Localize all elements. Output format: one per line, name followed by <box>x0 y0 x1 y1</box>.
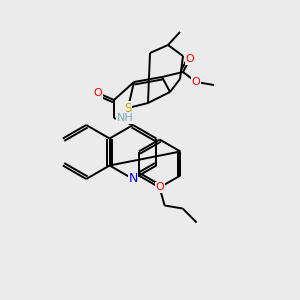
Text: O: O <box>155 182 164 193</box>
Text: N: N <box>128 172 138 185</box>
Text: NH: NH <box>117 113 134 123</box>
Text: O: O <box>192 77 200 87</box>
Text: O: O <box>94 88 102 98</box>
Text: S: S <box>124 101 132 115</box>
Text: O: O <box>186 54 194 64</box>
